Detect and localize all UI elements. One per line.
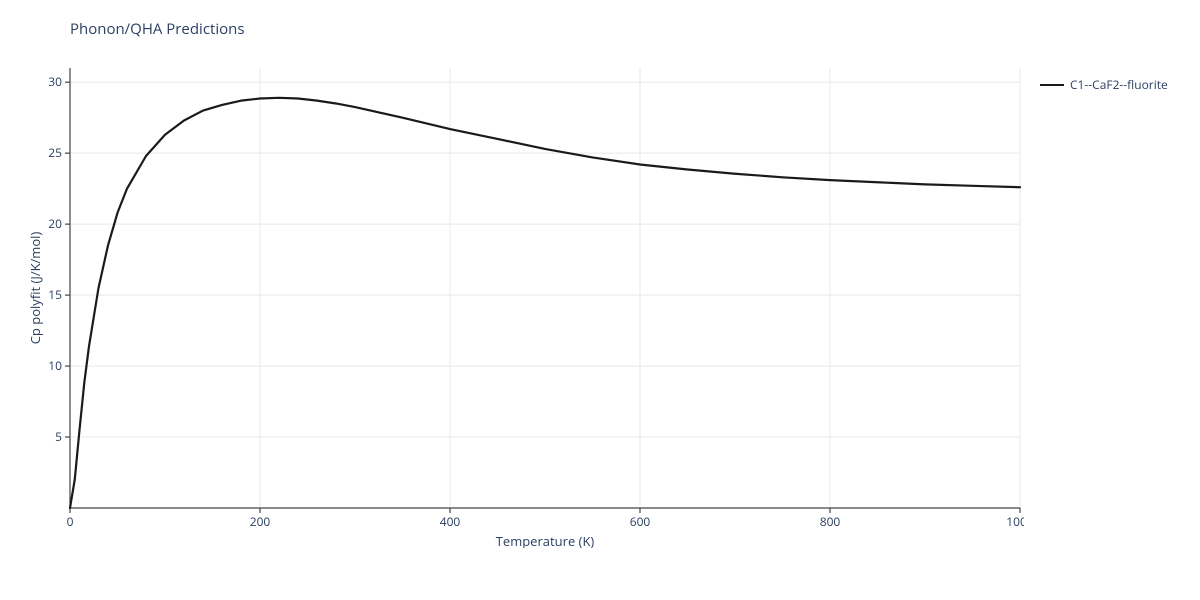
y-tick-label: 10 xyxy=(48,357,62,374)
x-tick-label: 400 xyxy=(440,513,461,530)
plot-svg: 0 200 400 600 800 1000 5 10 15 20 25 30 Temperature … xyxy=(30,64,1024,548)
chart-container: Phonon/QHA Predictions 0 200 400 600 800 1000… xyxy=(0,0,1200,600)
legend-label: C1--CaF2--fluorite xyxy=(1070,76,1168,93)
y-axis-title: Cp polyfit (J/K/mol) xyxy=(30,232,44,345)
x-tick-label: 600 xyxy=(630,513,651,530)
x-tick-label: 200 xyxy=(250,513,271,530)
x-tick-label: 0 xyxy=(67,513,74,530)
plot-background xyxy=(70,68,1020,508)
x-tick-label: 800 xyxy=(820,513,841,530)
y-tick-label: 25 xyxy=(48,144,62,161)
y-tick-label: 20 xyxy=(48,215,62,232)
x-axis-title: Temperature (K) xyxy=(496,532,595,548)
legend: C1--CaF2--fluorite xyxy=(1040,76,1168,93)
chart-title: Phonon/QHA Predictions xyxy=(70,19,245,39)
y-tick-label: 5 xyxy=(55,428,62,445)
legend-swatch xyxy=(1040,84,1064,86)
y-tick-label: 30 xyxy=(48,73,62,90)
y-tick-label: 15 xyxy=(48,286,62,303)
x-tick-label: 1000 xyxy=(1006,513,1024,530)
